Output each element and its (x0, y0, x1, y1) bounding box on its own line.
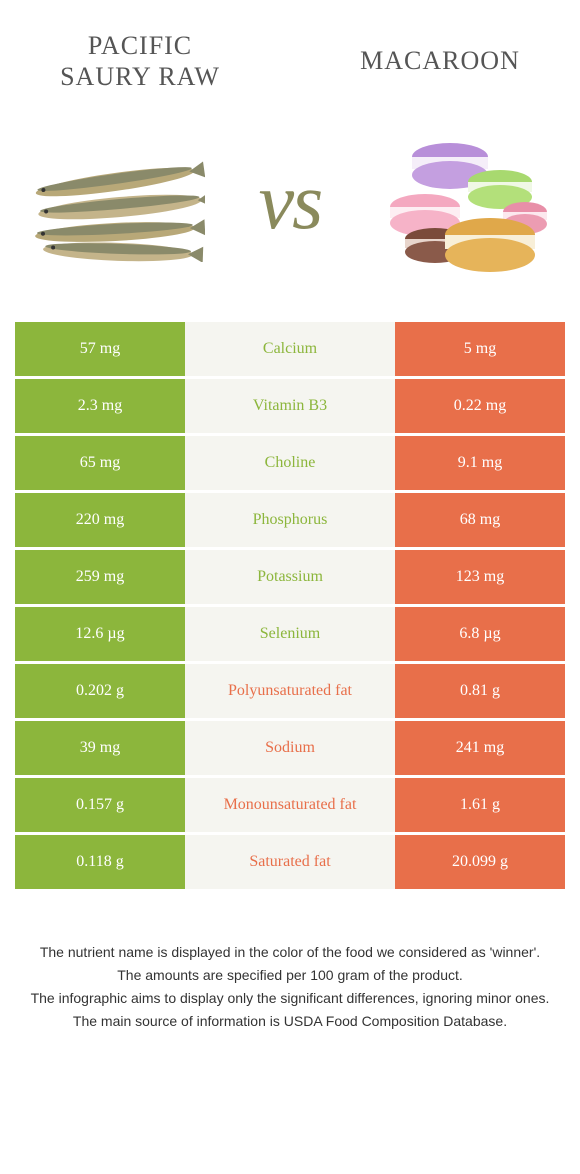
left-value-cell: 12.6 µg (15, 607, 185, 661)
right-value-cell: 6.8 µg (395, 607, 565, 661)
footer-line: The main source of information is USDA F… (30, 1011, 550, 1032)
images-row: vs (0, 102, 580, 322)
right-value-cell: 0.81 g (395, 664, 565, 718)
left-value-cell: 259 mg (15, 550, 185, 604)
right-value-cell: 5 mg (395, 322, 565, 376)
nutrient-label-cell: Phosphorus (185, 493, 395, 547)
table-row: 12.6 µgSelenium6.8 µg (15, 607, 565, 661)
left-value-cell: 0.202 g (15, 664, 185, 718)
table-row: 2.3 mgVitamin B30.22 mg (15, 379, 565, 433)
right-food-title: Macaroon (340, 30, 540, 92)
table-row: 259 mgPotassium123 mg (15, 550, 565, 604)
right-value-cell: 0.22 mg (395, 379, 565, 433)
table-row: 0.157 gMonounsaturated fat1.61 g (15, 778, 565, 832)
nutrient-label-cell: Polyunsaturated fat (185, 664, 395, 718)
right-value-cell: 241 mg (395, 721, 565, 775)
nutrient-label-cell: Choline (185, 436, 395, 490)
nutrient-table: 57 mgCalcium5 mg2.3 mgVitamin B30.22 mg6… (0, 322, 580, 889)
table-row: 65 mgCholine9.1 mg (15, 436, 565, 490)
right-food-image (370, 122, 560, 282)
table-row: 39 mgSodium241 mg (15, 721, 565, 775)
left-value-cell: 0.157 g (15, 778, 185, 832)
left-value-cell: 57 mg (15, 322, 185, 376)
right-value-cell: 123 mg (395, 550, 565, 604)
left-value-cell: 0.118 g (15, 835, 185, 889)
footer-line: The nutrient name is displayed in the co… (30, 942, 550, 963)
nutrient-label-cell: Selenium (185, 607, 395, 661)
right-value-cell: 1.61 g (395, 778, 565, 832)
right-value-cell: 20.099 g (395, 835, 565, 889)
left-food-title: Pacific saury raw (40, 30, 240, 92)
left-value-cell: 39 mg (15, 721, 185, 775)
table-row: 57 mgCalcium5 mg (15, 322, 565, 376)
nutrient-label-cell: Sodium (185, 721, 395, 775)
left-value-cell: 220 mg (15, 493, 185, 547)
nutrient-label-cell: Potassium (185, 550, 395, 604)
left-food-image (20, 122, 210, 282)
nutrient-label-cell: Calcium (185, 322, 395, 376)
nutrient-label-cell: Saturated fat (185, 835, 395, 889)
macaroon-icon (380, 127, 550, 277)
footer-line: The amounts are specified per 100 gram o… (30, 965, 550, 986)
table-row: 0.118 gSaturated fat20.099 g (15, 835, 565, 889)
fish-icon (25, 142, 205, 262)
nutrient-label-cell: Monounsaturated fat (185, 778, 395, 832)
nutrient-label-cell: Vitamin B3 (185, 379, 395, 433)
left-value-cell: 2.3 mg (15, 379, 185, 433)
right-value-cell: 68 mg (395, 493, 565, 547)
right-value-cell: 9.1 mg (395, 436, 565, 490)
footer-line: The infographic aims to display only the… (30, 988, 550, 1009)
table-row: 0.202 gPolyunsaturated fat0.81 g (15, 664, 565, 718)
table-row: 220 mgPhosphorus68 mg (15, 493, 565, 547)
left-value-cell: 65 mg (15, 436, 185, 490)
vs-text: vs (259, 157, 322, 248)
footer-notes: The nutrient name is displayed in the co… (0, 892, 580, 1054)
header-titles: Pacific saury raw Macaroon (0, 0, 580, 102)
